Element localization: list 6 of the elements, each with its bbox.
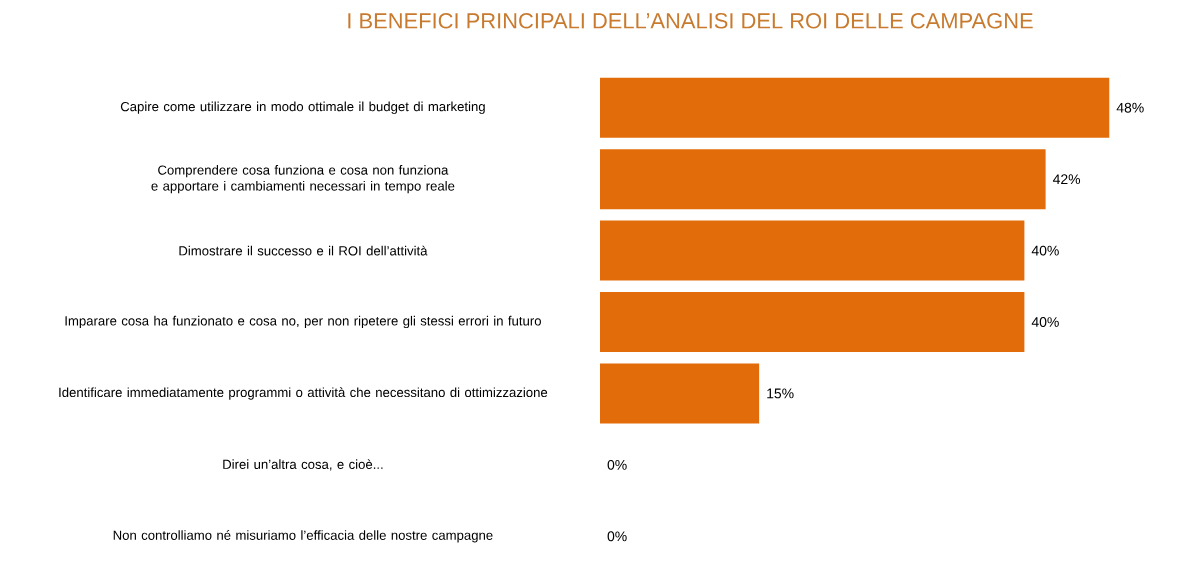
- bar: [600, 149, 1046, 210]
- bar: [600, 77, 1110, 138]
- chart-title: I BENEFICI PRINCIPALI DELL’ANALISI DEL ROI DELLE CAMPAGNE: [348, 13, 1033, 29]
- bar: [600, 292, 1025, 352]
- bar: [600, 363, 760, 424]
- bar: [600, 220, 1025, 281]
